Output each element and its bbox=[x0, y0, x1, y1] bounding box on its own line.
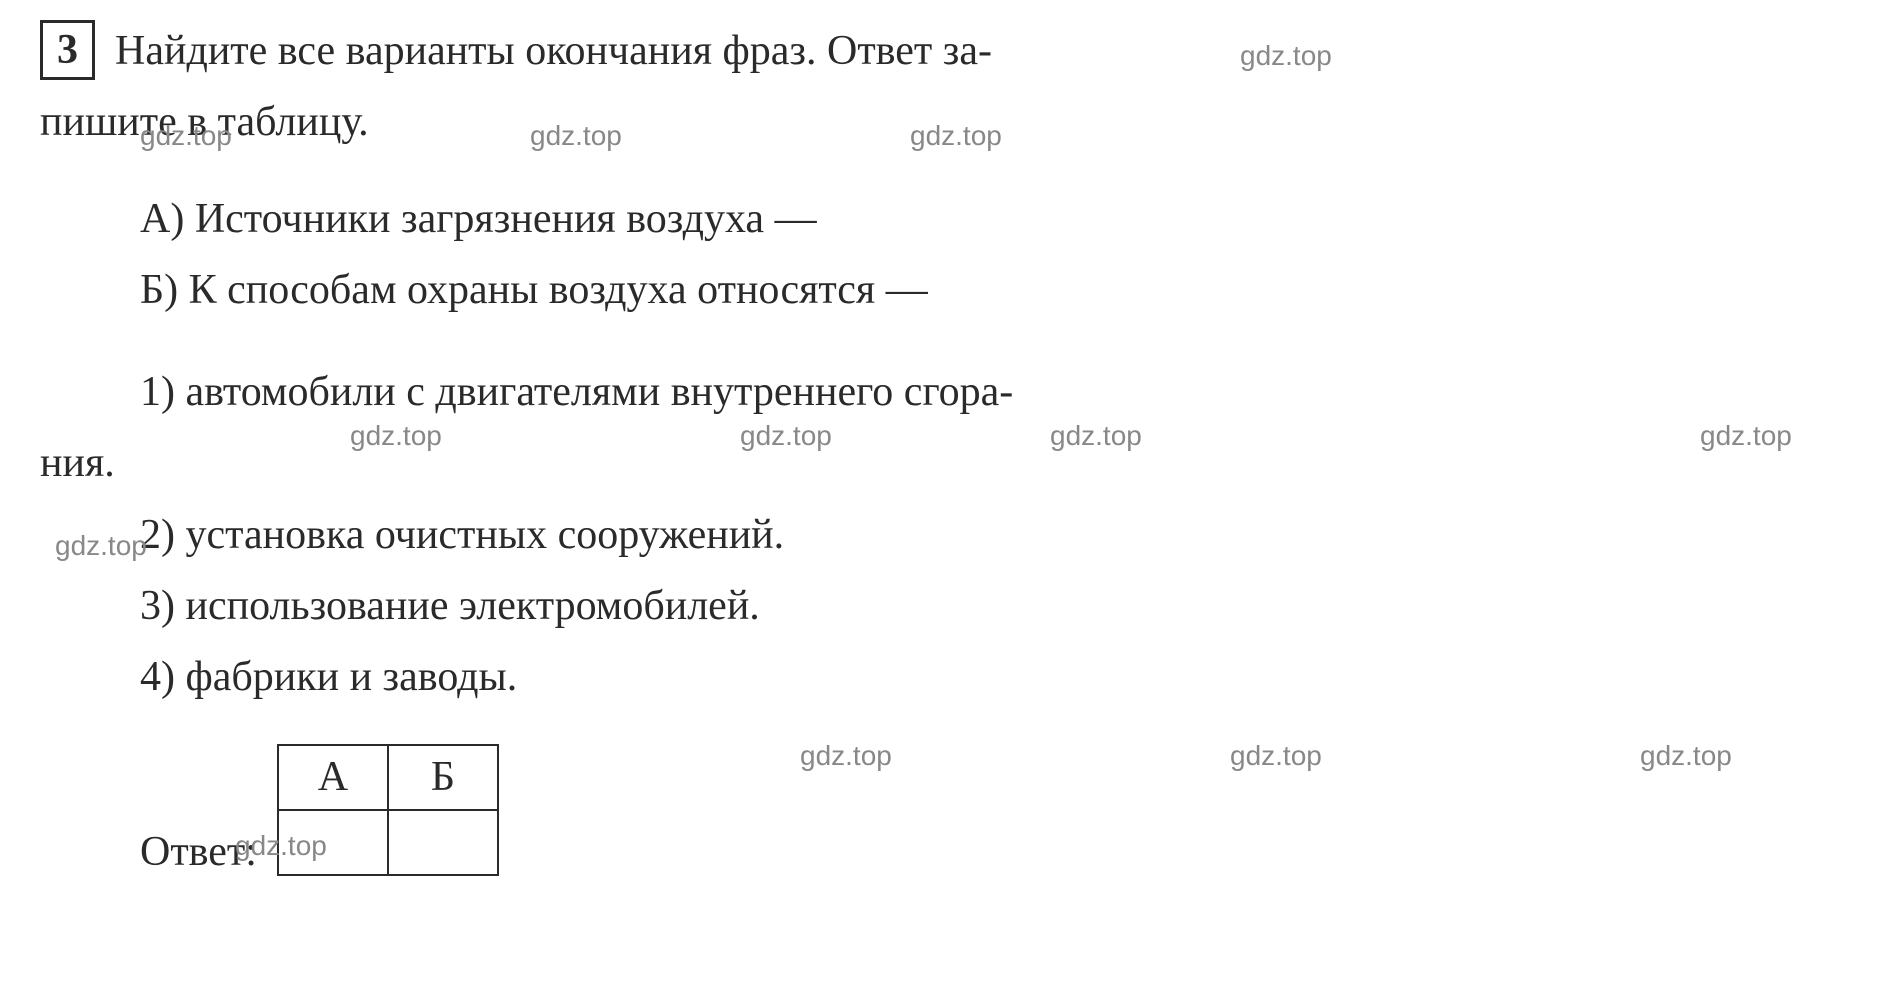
option-a-text: Источники загрязнения воздуха — bbox=[195, 196, 817, 242]
table-header-row: А Б bbox=[278, 745, 498, 810]
answer-1-text-line1: автомобили с двигателями внутреннего сго… bbox=[186, 369, 1014, 415]
question-number-box: 3 bbox=[40, 20, 95, 80]
answer-2-text: установка очистных сооружений. bbox=[186, 512, 785, 558]
question-text-line1: Найдите все варианты окончания фраз. Отв… bbox=[115, 20, 1851, 83]
table-cell-a[interactable] bbox=[278, 810, 388, 875]
answer-table-section: Ответ: А Б bbox=[140, 744, 1851, 876]
option-b-label: Б) bbox=[140, 267, 178, 313]
answer-3-text: использование электромобилей. bbox=[186, 583, 760, 629]
answer-1-line2: ния. bbox=[40, 428, 1851, 499]
table-answer-row bbox=[278, 810, 498, 875]
option-b: Б) К способам охраны воздуха относятся — bbox=[140, 255, 1851, 326]
answer-1-line1: 1) автомобили с двигателями внутреннего … bbox=[40, 357, 1851, 428]
answer-2: 2) установка очистных сооружений. bbox=[40, 500, 1851, 571]
question-header: 3 Найдите все варианты окончания фраз. О… bbox=[40, 20, 1851, 83]
answer-label: Ответ: bbox=[140, 828, 257, 876]
question-number: 3 bbox=[57, 27, 78, 73]
option-b-text: К способам охраны воздуха относятся — bbox=[189, 267, 928, 313]
answer-2-label: 2) bbox=[140, 512, 175, 558]
answers-section: 1) автомобили с двигателями внутреннего … bbox=[40, 357, 1851, 714]
answer-4-text: фабрики и заводы. bbox=[186, 654, 518, 700]
answer-1-label: 1) bbox=[140, 369, 175, 415]
table-cell-b[interactable] bbox=[388, 810, 498, 875]
option-a: А) Источники загрязнения воздуха — bbox=[140, 184, 1851, 255]
answer-3-label: 3) bbox=[140, 583, 175, 629]
option-a-label: А) bbox=[140, 196, 184, 242]
answer-3: 3) использование электромобилей. bbox=[40, 571, 1851, 642]
table-header-b: Б bbox=[388, 745, 498, 810]
table-header-a: А bbox=[278, 745, 388, 810]
answer-4-label: 4) bbox=[140, 654, 175, 700]
answer-table: А Б bbox=[277, 744, 499, 876]
answer-4: 4) фабрики и заводы. bbox=[40, 642, 1851, 713]
question-text-line2: пишите в таблицу. bbox=[40, 91, 1851, 154]
options-section: А) Источники загрязнения воздуха — Б) К … bbox=[140, 184, 1851, 327]
